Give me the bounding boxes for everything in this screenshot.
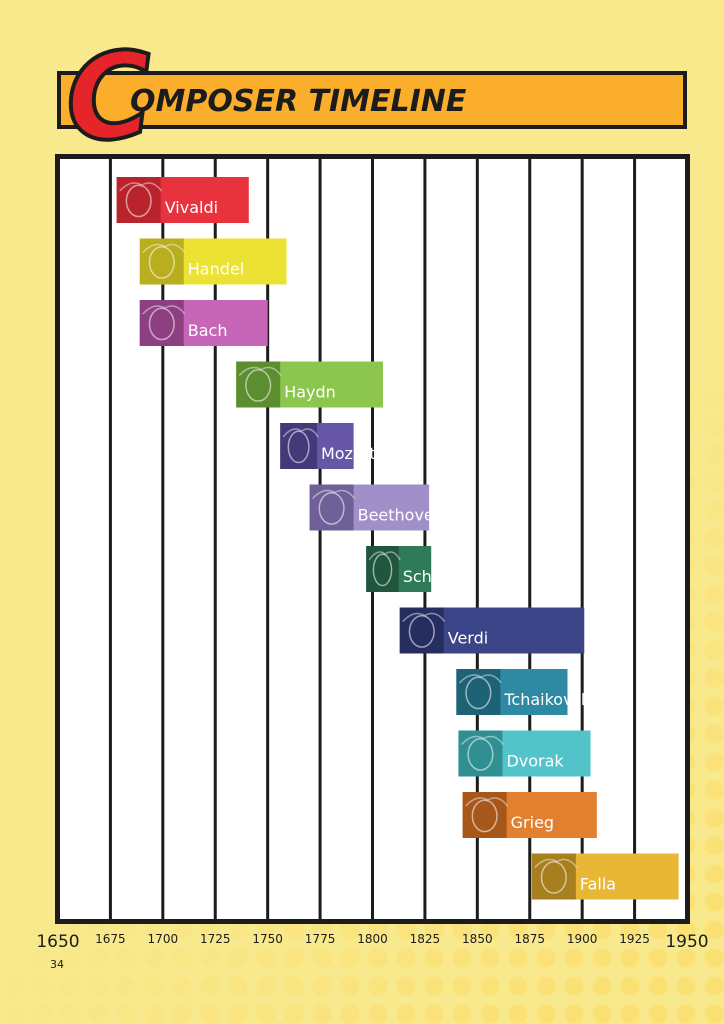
tick-label-1850: 1850 xyxy=(462,932,493,946)
portrait-face-dvorak xyxy=(467,738,494,771)
portrait-face-verdi xyxy=(408,615,435,648)
portrait-hair-verdi xyxy=(402,612,446,623)
bar-label-bach: Bach xyxy=(188,321,228,340)
portrait-hair-vivaldi xyxy=(119,182,163,192)
tick-label-1650: 1650 xyxy=(36,932,79,952)
bar-label-mozart: Mozart xyxy=(321,444,376,463)
portrait-face-schubert xyxy=(372,553,393,587)
bar-label-tchaikovsky: Tchaikovsky xyxy=(503,690,599,709)
tick-label-1950: 1950 xyxy=(665,932,708,952)
portrait-hair-handel xyxy=(142,243,186,254)
portrait-face-beethoven xyxy=(318,492,345,525)
bar-label-dvorak: Dvorak xyxy=(506,752,564,771)
portrait-face-vivaldi xyxy=(125,184,152,218)
portrait-hair-tchaikovsky xyxy=(458,674,502,684)
tick-label-1775: 1775 xyxy=(305,932,336,946)
bar-label-verdi: Verdi xyxy=(448,629,488,648)
portrait-face-falla xyxy=(540,861,567,894)
bar-label-beethoven: Beethoven xyxy=(358,506,444,525)
bar-label-vivaldi: Vivaldi xyxy=(165,198,218,217)
bar-label-haydn: Haydn xyxy=(284,383,336,402)
tick-label-1675: 1675 xyxy=(95,932,126,946)
portrait-hair-mozart xyxy=(282,428,319,438)
portrait-hair-schubert xyxy=(368,551,401,561)
portrait-face-bach xyxy=(148,307,175,341)
tick-label-1825: 1825 xyxy=(410,932,441,946)
bar-label-falla: Falla xyxy=(580,875,616,894)
portrait-hair-haydn xyxy=(238,366,282,377)
title-banner xyxy=(57,71,687,129)
page-title: OMPOSER TIMELINE xyxy=(130,84,467,119)
portrait-face-handel xyxy=(148,246,175,279)
tick-label-1725: 1725 xyxy=(200,932,231,946)
page-number: 34 xyxy=(50,958,64,971)
portrait-face-mozart xyxy=(287,430,310,464)
bar-label-handel: Handel xyxy=(188,260,244,279)
portrait-face-tchaikovsky xyxy=(465,676,492,710)
tick-label-1925: 1925 xyxy=(619,932,650,946)
bar-label-grieg: Grieg xyxy=(511,813,554,832)
portrait-hair-grieg xyxy=(465,797,509,807)
portrait-face-haydn xyxy=(245,369,272,402)
tick-label-1750: 1750 xyxy=(252,932,283,946)
bar-label-schubert: Schubert xyxy=(403,567,475,586)
portrait-hair-beethoven xyxy=(312,489,356,500)
portrait-hair-bach xyxy=(142,305,186,315)
tick-label-1900: 1900 xyxy=(567,932,598,946)
portrait-hair-dvorak xyxy=(460,735,504,746)
portrait-face-grieg xyxy=(471,799,498,833)
tick-label-1875: 1875 xyxy=(514,932,545,946)
tick-label-1700: 1700 xyxy=(148,932,179,946)
tick-label-1800: 1800 xyxy=(357,932,388,946)
portrait-hair-falla xyxy=(534,858,578,869)
